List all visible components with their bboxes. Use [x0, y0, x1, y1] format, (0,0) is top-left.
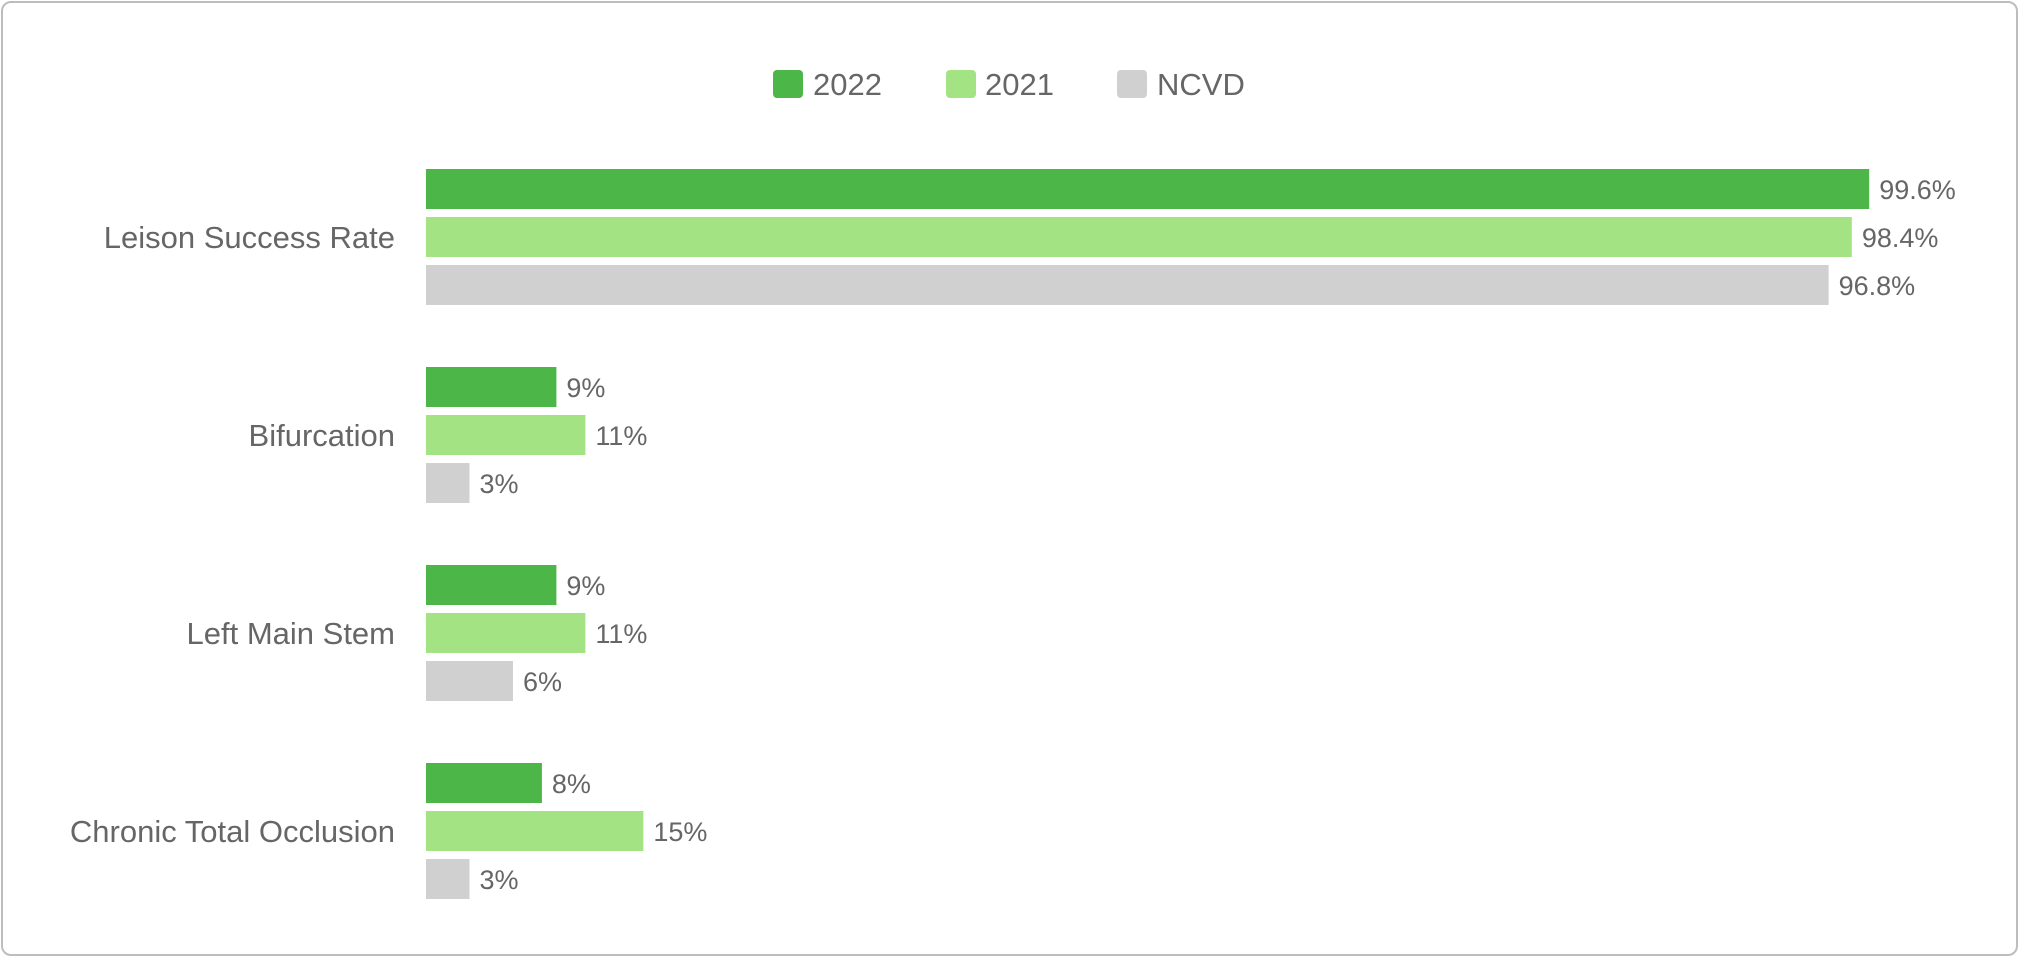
legend-swatch-2022[interactable] [773, 70, 803, 98]
legend-swatch-2021[interactable] [946, 70, 976, 98]
bar-2022[interactable] [426, 565, 557, 605]
bar-2022[interactable] [426, 367, 557, 407]
category-label: Leison Success Rate [104, 220, 395, 255]
legend-swatch-ncvd[interactable] [1117, 70, 1147, 98]
value-label: 8% [552, 769, 591, 799]
value-label: 96.8% [1839, 271, 1916, 301]
value-label: 99.6% [1879, 175, 1956, 205]
category-label: Left Main Stem [187, 616, 395, 651]
category-labels: Leison Success Rate Bifurcation Left Main … [70, 220, 395, 849]
bar-2021[interactable] [426, 811, 644, 851]
value-label: 15% [653, 817, 707, 847]
bar-2021[interactable] [426, 415, 586, 455]
legend-label-2021[interactable]: 2021 [985, 67, 1054, 102]
bar-2022[interactable] [426, 763, 542, 803]
bar-ncvd[interactable] [426, 859, 470, 899]
bar-2021[interactable] [426, 613, 586, 653]
category-label: Chronic Total Occlusion [70, 814, 395, 849]
bar-2022[interactable] [426, 169, 1870, 209]
value-label: 3% [479, 469, 518, 499]
legend-label-ncvd[interactable]: NCVD [1157, 67, 1245, 102]
value-label: 3% [479, 865, 518, 895]
value-label: 6% [523, 667, 562, 697]
value-label: 98.4% [1862, 223, 1939, 253]
legend: 2022 2021 NCVD [773, 67, 1245, 102]
value-label: 11% [595, 421, 647, 451]
value-label: 9% [566, 373, 605, 403]
value-label: 11% [595, 619, 647, 649]
category-label: Bifurcation [249, 418, 395, 453]
bar-2021[interactable] [426, 217, 1852, 257]
bar-ncvd[interactable] [426, 463, 470, 503]
bar-ncvd[interactable] [426, 661, 513, 701]
value-labels: 99.6% 98.4% 96.8% 9% 11% 3% 9% 11% 6% 8% 15% 3% [479, 175, 1955, 895]
legend-label-2022[interactable]: 2022 [813, 67, 882, 102]
value-label: 9% [566, 571, 605, 601]
bar-ncvd[interactable] [426, 265, 1829, 305]
bars [426, 169, 1870, 899]
